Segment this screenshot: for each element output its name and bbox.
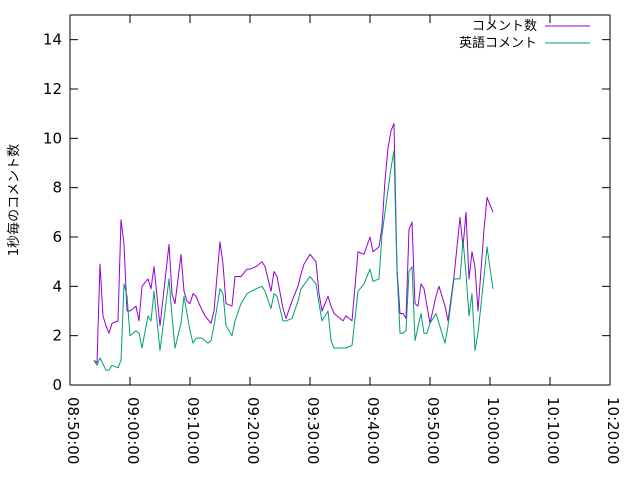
series-line-1 bbox=[93, 123, 494, 364]
y-tick-label: 2 bbox=[52, 327, 62, 345]
y-tick-label: 0 bbox=[52, 376, 62, 394]
x-tick-label: 10:00:00 bbox=[484, 397, 502, 464]
axis-ticks: 0 2 4 6 8 10 12 14 08:50:00 09:00:00 09:10:00 09:20… bbox=[43, 15, 622, 464]
y-tick-label: 14 bbox=[43, 31, 62, 49]
y-tick-label: 4 bbox=[52, 277, 62, 295]
legend-label-2: 英語コメント bbox=[459, 35, 537, 51]
x-tick-label: 08:50:00 bbox=[64, 397, 82, 464]
plot-border bbox=[69, 14, 611, 386]
x-tick-label: 10:20:00 bbox=[604, 397, 622, 464]
plot-frame bbox=[69, 14, 611, 386]
legend-label-1: コメント数 bbox=[472, 19, 537, 34]
series-layer bbox=[93, 123, 494, 371]
y-tick-label: 10 bbox=[43, 129, 62, 147]
x-tick-label: 09:50:00 bbox=[424, 397, 442, 464]
y-axis-label: 1秒毎のコメント数 bbox=[6, 144, 22, 256]
x-tick-label: 09:20:00 bbox=[244, 397, 262, 464]
y-tick-label: 8 bbox=[52, 179, 62, 197]
x-tick-label: 09:30:00 bbox=[304, 397, 322, 464]
y-tick-label: 12 bbox=[43, 80, 62, 98]
x-tick-label: 09:40:00 bbox=[364, 397, 382, 464]
x-tick-label: 09:00:00 bbox=[124, 397, 142, 464]
x-tick-label: 09:10:00 bbox=[184, 397, 202, 464]
x-tick-label: 10:10:00 bbox=[544, 397, 562, 464]
y-tick-label: 6 bbox=[52, 228, 62, 246]
series-line-2 bbox=[93, 150, 494, 371]
